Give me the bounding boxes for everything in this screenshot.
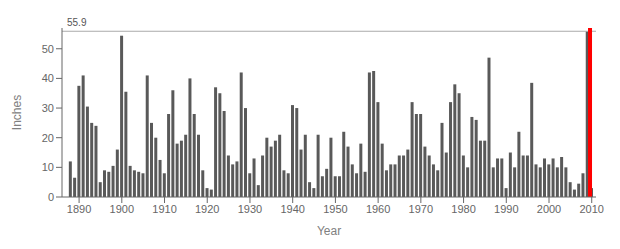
svg-text:0: 0 xyxy=(48,191,54,203)
svg-text:50: 50 xyxy=(42,43,54,55)
svg-text:30: 30 xyxy=(42,102,54,114)
svg-text:1990: 1990 xyxy=(494,203,518,215)
svg-text:Year: Year xyxy=(317,224,341,238)
svg-text:2000: 2000 xyxy=(537,203,561,215)
svg-text:1970: 1970 xyxy=(409,203,433,215)
svg-text:40: 40 xyxy=(42,72,54,84)
svg-text:1920: 1920 xyxy=(195,203,219,215)
svg-text:10: 10 xyxy=(42,161,54,173)
svg-text:1900: 1900 xyxy=(110,203,134,215)
svg-text:20: 20 xyxy=(42,132,54,144)
svg-text:Inches: Inches xyxy=(10,95,24,130)
svg-text:1890: 1890 xyxy=(67,203,91,215)
svg-text:1930: 1930 xyxy=(238,203,262,215)
svg-text:1950: 1950 xyxy=(323,203,347,215)
svg-text:1980: 1980 xyxy=(451,203,475,215)
svg-text:2010: 2010 xyxy=(579,203,603,215)
svg-text:1910: 1910 xyxy=(152,203,176,215)
svg-text:55.9: 55.9 xyxy=(67,17,87,28)
svg-text:1940: 1940 xyxy=(280,203,304,215)
svg-text:1960: 1960 xyxy=(366,203,390,215)
